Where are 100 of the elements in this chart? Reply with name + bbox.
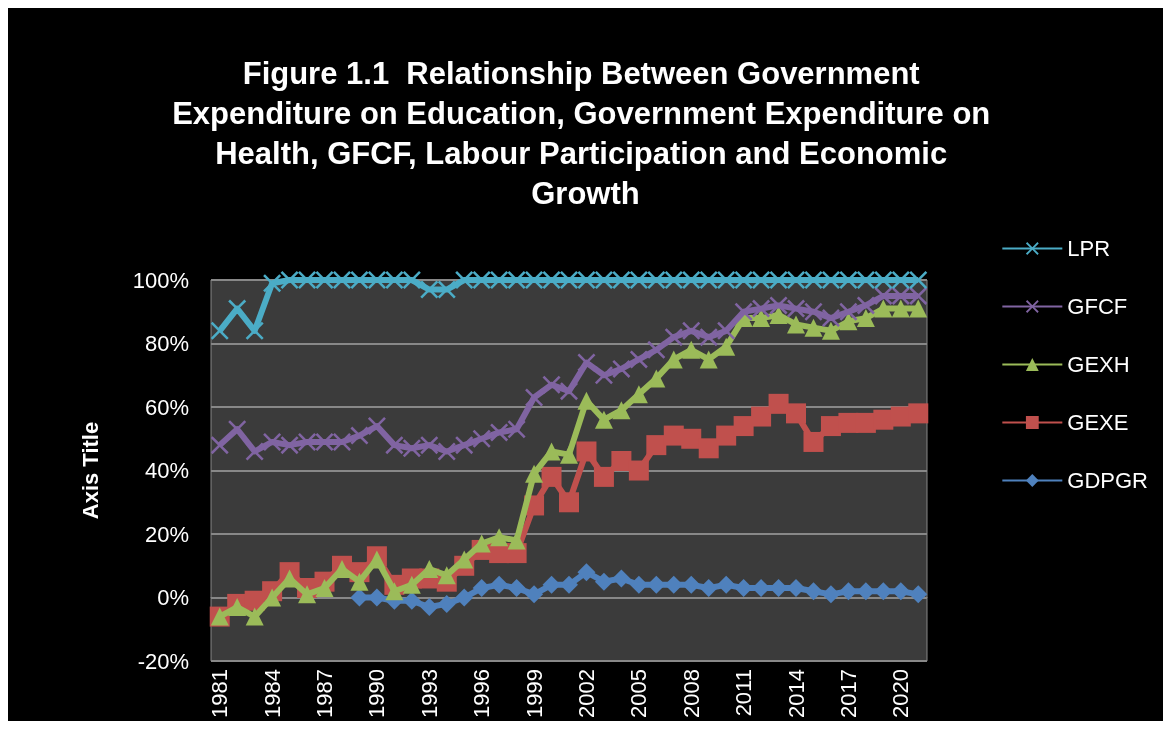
point	[315, 432, 334, 451]
point	[490, 575, 509, 594]
point	[804, 318, 823, 337]
point	[507, 271, 526, 289]
x-tick-label: 1981	[207, 669, 233, 719]
point	[594, 366, 613, 385]
point	[734, 271, 753, 289]
x-tick-label: 2008	[678, 669, 704, 719]
point	[385, 271, 404, 289]
point	[507, 420, 526, 439]
point	[525, 464, 544, 483]
point	[210, 321, 229, 340]
point	[891, 271, 910, 289]
point	[647, 271, 666, 289]
point	[716, 425, 737, 446]
y-tick-label: -20%	[137, 648, 189, 674]
x-tick-label: 1993	[416, 669, 442, 719]
point	[909, 271, 928, 289]
point	[507, 531, 526, 550]
point	[909, 286, 928, 305]
point	[437, 442, 456, 461]
point	[228, 598, 247, 617]
point	[751, 406, 772, 427]
point	[385, 436, 404, 455]
point	[507, 579, 526, 598]
x-tick-label: 2002	[573, 669, 599, 719]
point	[682, 340, 701, 359]
point	[298, 585, 317, 604]
point	[541, 466, 562, 487]
point	[612, 271, 631, 289]
point	[856, 309, 875, 328]
x-tick-label: 2020	[888, 669, 914, 719]
point	[664, 328, 683, 347]
point	[420, 598, 439, 617]
x-tick-label: 2011	[731, 669, 757, 717]
point	[856, 296, 875, 315]
point	[891, 299, 910, 318]
point	[577, 271, 596, 289]
legend-label: GEXE	[1067, 410, 1129, 435]
point	[769, 271, 788, 289]
point	[490, 423, 509, 442]
y-tick-label: 40%	[144, 458, 189, 484]
point	[437, 280, 456, 299]
point	[402, 575, 421, 594]
point	[472, 271, 491, 289]
point	[699, 271, 718, 289]
point	[681, 428, 702, 449]
point	[839, 312, 858, 331]
point	[525, 585, 544, 604]
y-tick-label: 100%	[132, 267, 189, 293]
point	[593, 466, 614, 487]
point	[525, 388, 544, 407]
y-tick-label: 0%	[157, 585, 189, 611]
point	[821, 321, 840, 340]
point	[908, 403, 929, 424]
point	[611, 451, 632, 471]
x-tick-label: 2014	[783, 669, 809, 719]
x-tick-label: 1990	[364, 669, 390, 719]
point	[437, 566, 456, 585]
point	[768, 393, 789, 414]
point	[804, 302, 823, 321]
point	[786, 403, 807, 424]
x-tick-label: 2017	[835, 669, 861, 719]
point	[385, 582, 404, 601]
point	[699, 328, 718, 347]
point	[874, 271, 893, 289]
legend-label: GDPGR	[1067, 468, 1149, 493]
point	[612, 359, 631, 378]
point	[664, 271, 683, 289]
point	[682, 321, 701, 340]
point	[280, 436, 299, 455]
point	[612, 401, 631, 420]
point	[263, 274, 282, 293]
x-tick-label: 1996	[469, 669, 495, 719]
x-tick-label: 2005	[626, 669, 652, 719]
point	[733, 416, 754, 437]
point	[717, 575, 736, 594]
point	[839, 271, 858, 289]
point	[909, 585, 928, 604]
point	[873, 409, 894, 430]
x-tick-label: 1999	[521, 669, 547, 719]
point	[698, 438, 719, 459]
chart-title: Figure 1.1 Relationship Between Government Expenditure on Education, Government Expenditure on Health, GFCF, Labour Participation and Economic Growth	[172, 55, 999, 211]
point	[838, 412, 859, 433]
point	[420, 280, 439, 299]
point	[804, 271, 823, 289]
point	[542, 271, 561, 289]
point	[576, 441, 597, 462]
point	[577, 563, 596, 582]
point	[752, 309, 771, 328]
point	[909, 299, 928, 318]
point	[803, 431, 824, 452]
point	[891, 286, 910, 305]
point	[350, 572, 369, 591]
point	[594, 410, 613, 429]
point	[874, 286, 893, 305]
x-tick-label: 1987	[312, 669, 338, 719]
point	[734, 302, 753, 321]
point	[542, 375, 561, 394]
point	[612, 569, 631, 588]
